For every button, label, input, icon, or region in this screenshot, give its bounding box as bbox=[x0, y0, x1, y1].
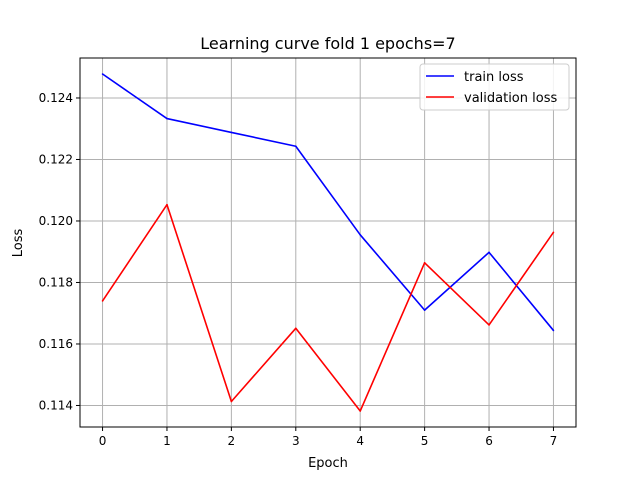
legend-label: train loss bbox=[464, 70, 524, 85]
grid bbox=[80, 58, 576, 427]
series-line-1 bbox=[101, 203, 555, 412]
series-line-0 bbox=[102, 73, 555, 331]
y-tick-label: 0.122 bbox=[39, 152, 73, 166]
chart-title: Learning curve fold 1 epochs=7 bbox=[200, 34, 455, 53]
data-point bbox=[166, 117, 168, 120]
data-point bbox=[359, 410, 362, 412]
y-tick-label: 0.114 bbox=[39, 398, 73, 412]
y-tick-label: 0.124 bbox=[39, 91, 73, 105]
legend-box bbox=[419, 63, 570, 111]
data-point bbox=[423, 261, 426, 264]
x-tick-label: 1 bbox=[163, 434, 171, 448]
x-axis-label: Epoch bbox=[308, 456, 348, 471]
x-tick-label: 5 bbox=[421, 434, 429, 448]
data-point bbox=[230, 131, 233, 134]
y-tick-label: 0.116 bbox=[39, 337, 73, 351]
data-point bbox=[294, 145, 297, 148]
data-point bbox=[552, 231, 555, 234]
data-point bbox=[423, 309, 426, 311]
x-tick-label: 2 bbox=[228, 434, 236, 448]
x-tick-label: 4 bbox=[356, 434, 364, 448]
data-point bbox=[488, 251, 490, 254]
data-point bbox=[359, 234, 362, 236]
x-tick-label: 7 bbox=[550, 434, 558, 448]
x-tick-label: 0 bbox=[99, 434, 107, 448]
data-point bbox=[294, 327, 297, 330]
y-tick-label: 0.118 bbox=[39, 275, 73, 289]
legend-label: validation loss bbox=[464, 91, 557, 106]
plot-frame bbox=[79, 57, 577, 428]
y-tick-label: 0.120 bbox=[39, 214, 73, 228]
y-axis-label: Loss bbox=[11, 229, 26, 258]
data-point bbox=[230, 400, 233, 403]
axis-ticks: 0 1 2 3 4 5 6 7 0.114 0.116 0.118 0.120 0.122 0.124 bbox=[39, 91, 558, 448]
data-point bbox=[166, 203, 168, 206]
x-tick-label: 6 bbox=[485, 434, 493, 448]
data-point bbox=[101, 300, 104, 302]
data-point bbox=[101, 73, 104, 75]
data-point bbox=[552, 329, 555, 332]
legend: train loss validation loss bbox=[419, 63, 570, 111]
x-tick-label: 3 bbox=[292, 434, 300, 448]
data-point bbox=[488, 324, 490, 326]
series-lines bbox=[101, 73, 555, 412]
